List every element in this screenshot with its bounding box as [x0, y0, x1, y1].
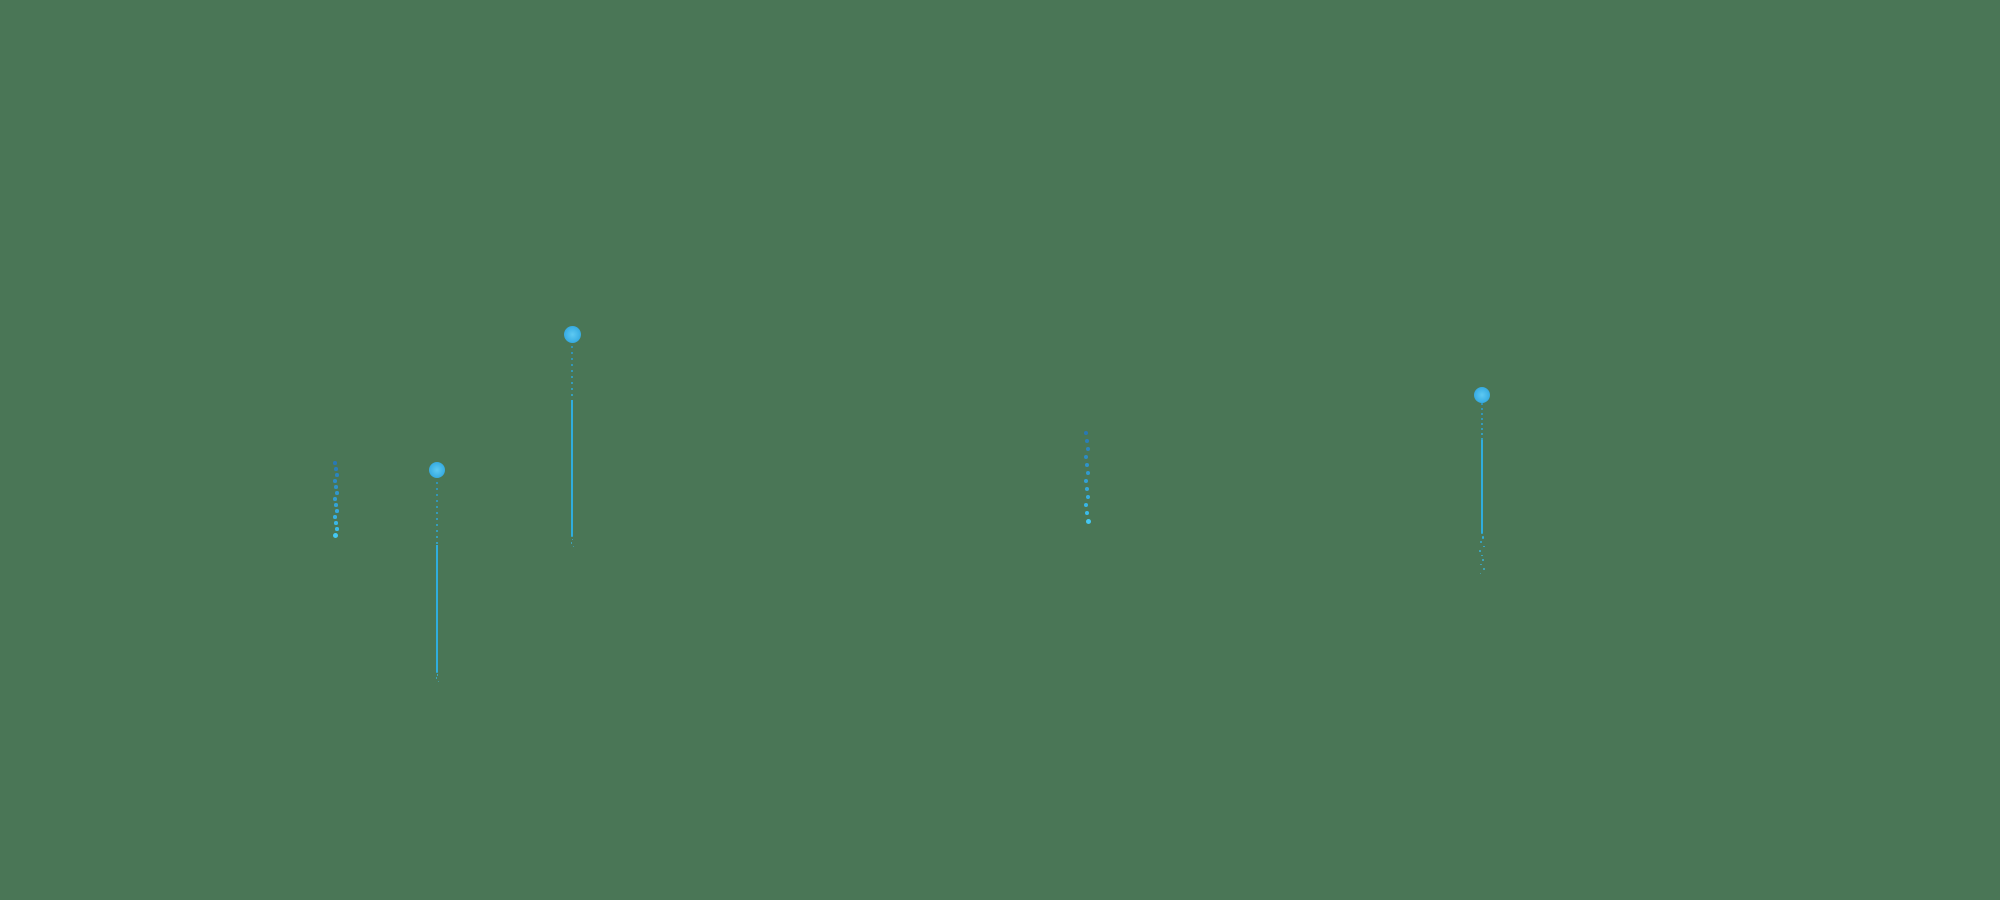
scatter-point-head[interactable] [429, 462, 445, 478]
trail-dot [1480, 422, 1484, 426]
trail-dot [334, 485, 338, 489]
trail-line [436, 545, 438, 672]
trail-dot [334, 467, 338, 471]
trail-dot [1480, 427, 1484, 431]
trail-dot [435, 511, 439, 515]
trail-fade-dot [1482, 559, 1484, 561]
trail-dot [1084, 510, 1090, 516]
trail-dot [570, 345, 574, 349]
trail-dot [570, 363, 574, 367]
trail-dot [1480, 432, 1484, 436]
scatter-point-head[interactable] [563, 325, 581, 343]
trail-fade-dot [571, 535, 573, 537]
trail-dot [1480, 417, 1484, 421]
trail-fade-dot [435, 677, 438, 679]
trail-fade-dot [1483, 568, 1485, 570]
trail-fade-dot [436, 671, 438, 673]
trail-fade-dot [1479, 550, 1481, 552]
trail-line [1481, 440, 1483, 533]
trail-dot [1083, 502, 1089, 508]
trail-fade-dot [1481, 554, 1483, 557]
trail-dot [435, 529, 439, 533]
scatter-point-head[interactable] [1474, 387, 1490, 403]
trail-dot [333, 479, 337, 483]
trail-dot [335, 473, 339, 477]
trail-dot [1480, 412, 1484, 416]
trail-dot [435, 493, 439, 497]
trail-dot [1083, 454, 1089, 460]
trail-dot [435, 535, 439, 539]
trail-dot [1480, 437, 1484, 441]
trail-dot [435, 541, 439, 545]
trail-dot [333, 497, 337, 501]
trail-dot [1085, 446, 1091, 452]
trail-line [571, 400, 573, 536]
trail-dot [1083, 430, 1089, 436]
trail-dot [1085, 470, 1091, 476]
trail-dot [570, 381, 574, 385]
trail-fade-dot [571, 538, 574, 541]
trail-dot [435, 523, 439, 527]
trail-dot [1085, 518, 1091, 524]
trail-dot [1084, 462, 1090, 468]
trail-dot [333, 461, 337, 465]
trail-fade-dot [1480, 563, 1482, 566]
trail-dot [334, 521, 338, 525]
trail-fade-dot [437, 680, 439, 682]
trail-dot [1480, 402, 1484, 406]
trail-fade-dot [1480, 531, 1484, 535]
trail-dot [333, 515, 337, 519]
trail-dot [1084, 486, 1090, 492]
trail-fade-dot [1481, 536, 1485, 539]
trail-dot [435, 487, 439, 491]
trail-dot [570, 369, 574, 373]
trail-fade-dot [572, 546, 574, 547]
trail-dot [570, 375, 574, 379]
trail-dot [335, 509, 339, 513]
trail-fade-dot [436, 674, 439, 676]
trail-fade-dot [1480, 541, 1482, 543]
trail-dot [570, 393, 574, 397]
trail-dot [570, 387, 574, 391]
trail-dot [1085, 494, 1091, 500]
trail-dot [1084, 438, 1090, 444]
trail-fade-dot [1479, 573, 1481, 574]
trail-fade-dot [570, 542, 573, 544]
trail-dot [570, 351, 574, 355]
trail-dot [335, 491, 339, 495]
trail-dot [435, 499, 439, 503]
trail-dot [335, 527, 339, 531]
trail-dot [334, 503, 338, 507]
trail-dot [435, 505, 439, 509]
trail-dot [1083, 478, 1089, 484]
trail-dot [435, 481, 439, 485]
trail-dot [1480, 407, 1484, 411]
trail-dot [435, 517, 439, 521]
trail-dot [570, 357, 574, 361]
trail-dot [332, 532, 338, 538]
trail-fade-dot [1483, 545, 1485, 548]
